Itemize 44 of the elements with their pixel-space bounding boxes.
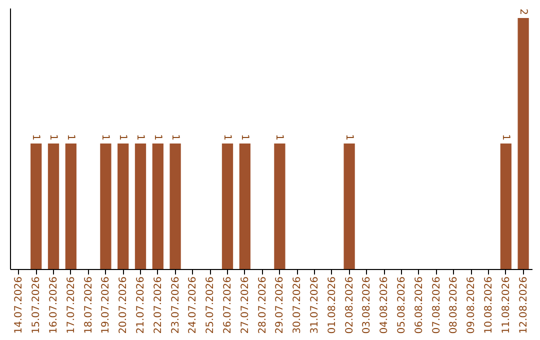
- x-tick-label: 29.07.2026: [274, 276, 286, 334]
- data-label: 1: [134, 134, 146, 141]
- x-tick-label: 05.08.2026: [396, 276, 408, 334]
- data-label: 1: [117, 134, 128, 141]
- x-tick-label: 26.07.2026: [222, 276, 234, 334]
- data-label: 1: [274, 134, 285, 141]
- x-tick-label: 22.07.2026: [152, 276, 164, 334]
- x-tick-label: 07.08.2026: [431, 276, 442, 334]
- x-tick-label: 12.08.2026: [518, 276, 530, 334]
- x-tick-label: 20.07.2026: [118, 276, 130, 334]
- x-tick-label: 06.08.2026: [414, 276, 425, 334]
- data-label: 1: [64, 134, 76, 141]
- data-label: 1: [30, 134, 42, 141]
- x-tick-label: 01.08.2026: [326, 276, 338, 334]
- x-tick-label: 02.08.2026: [344, 276, 356, 334]
- data-label: 1: [100, 134, 111, 141]
- x-tick-label: 03.08.2026: [362, 276, 373, 334]
- x-tick-label: 04.08.2026: [379, 276, 390, 334]
- x-tick-label: 16.07.2026: [48, 276, 60, 334]
- x-tick-label: 24.07.2026: [188, 276, 199, 334]
- x-tick-label: 08.08.2026: [448, 276, 460, 334]
- x-tick-label: 31.07.2026: [310, 276, 320, 334]
- x-tick-label: 11.08.2026: [500, 276, 512, 334]
- data-label: 2: [517, 8, 528, 16]
- x-tick-label: 23.07.2026: [170, 276, 182, 334]
- data-label: 1: [238, 134, 250, 141]
- x-tick-label: 28.07.2026: [257, 276, 268, 334]
- x-tick-label: 25.07.2026: [205, 276, 216, 334]
- data-label: 1: [500, 134, 511, 141]
- x-tick-label: 17.07.2026: [66, 276, 77, 334]
- data-label: 1: [152, 134, 163, 141]
- data-label: 1: [48, 134, 58, 141]
- x-tick-label: 19.07.2026: [100, 276, 112, 334]
- data-label: 1: [222, 134, 232, 141]
- x-tick-label: 21.07.2026: [136, 276, 146, 334]
- x-tick-label: 09.08.2026: [466, 276, 478, 334]
- data-label: 1: [343, 134, 354, 141]
- data-label: 1: [169, 134, 180, 141]
- x-tick-label: 14.07.2026: [14, 276, 25, 334]
- x-tick-label: 10.08.2026: [484, 276, 494, 334]
- x-tick-label: 30.07.2026: [292, 276, 304, 334]
- x-tick-label: 18.07.2026: [83, 276, 94, 334]
- x-tick-label: 15.07.2026: [31, 276, 42, 334]
- x-tick-label: 27.07.2026: [240, 276, 251, 334]
